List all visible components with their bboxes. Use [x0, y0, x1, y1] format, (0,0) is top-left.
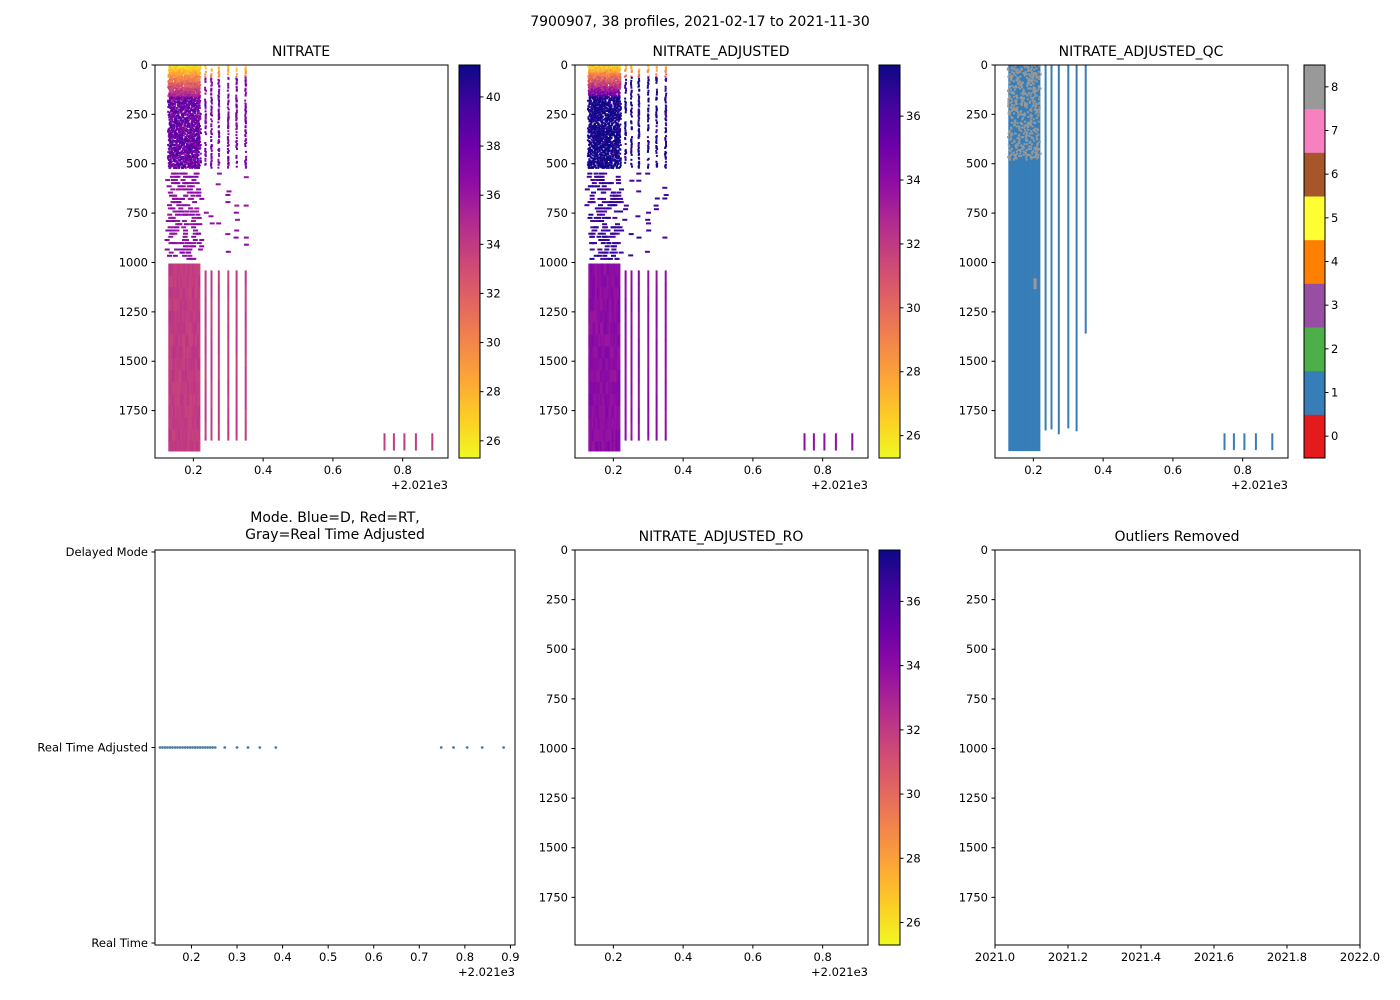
panel-nitrate_adjusted: 0.2 0.4 0.6 0.8+2.021e302505007501000125015… — [539, 58, 921, 492]
panel-title-mode: Mode. Blue=D, Red=RT, Gray=Real Time Adj… — [245, 510, 425, 543]
svg-text:0.4: 0.4 — [254, 463, 272, 477]
panel-data-nitrate — [164, 65, 434, 452]
svg-text:32: 32 — [486, 286, 501, 300]
panel-nitrate_adjusted_qc: 0.2 0.4 0.6 0.8+2.021e302505007501000125015… — [959, 58, 1339, 492]
panel-title-nitrate: NITRATE — [271, 44, 331, 60]
panel-title-nitrate-adjusted: NITRATE_ADJUSTED — [652, 44, 790, 60]
svg-text:1000: 1000 — [119, 255, 148, 269]
svg-text:0.6: 0.6 — [324, 463, 342, 477]
svg-text:1500: 1500 — [119, 354, 148, 368]
panel-data-nitrate_adjusted — [584, 65, 854, 452]
figure-title: 7900907, 38 profiles, 2021-02-17 to 2021… — [530, 14, 870, 30]
panel-outliers_removed: 2021.0 2021.2 2021.4 2021.6 2021.8 2022.00250… — [959, 543, 1380, 964]
svg-text:250: 250 — [126, 107, 148, 121]
svg-text:500: 500 — [126, 157, 148, 171]
panel-title-outliers-removed: Outliers Removed — [1114, 529, 1240, 545]
panel-nitrate_adjusted_ro: 0.2 0.4 0.6 0.8+2.021e302505007501000125015… — [539, 543, 921, 979]
svg-text:0: 0 — [141, 58, 148, 72]
svg-text:1250: 1250 — [119, 305, 148, 319]
panel-nitrate: 0.2 0.4 0.6 0.8+2.021e3 0 250 500 750 1000 1250 15… — [119, 58, 501, 492]
svg-text:1750: 1750 — [119, 404, 148, 418]
svg-text:750: 750 — [126, 206, 148, 220]
panel-title-nitrate-adjusted-qc: NITRATE_ADJUSTED_QC — [1058, 44, 1224, 60]
svg-text:40: 40 — [486, 90, 501, 104]
svg-text:+2.021e3: +2.021e3 — [391, 478, 448, 492]
panel-data-nitrate_adjusted_qc — [1006, 65, 1274, 452]
panel-title-nitrate-adjusted-ro: NITRATE_ADJUSTED_RO — [638, 529, 804, 545]
svg-text:30: 30 — [486, 336, 501, 350]
panel-data-mode — [158, 746, 505, 749]
svg-text:26: 26 — [486, 434, 501, 448]
svg-text:34: 34 — [486, 237, 501, 251]
svg-text:0.2: 0.2 — [184, 463, 202, 477]
panel-mode: 0.2 0.3 0.4 0.5 0.6 0.7 0.8 0.9+2.021e3Delayed … — [37, 545, 519, 979]
svg-text:36: 36 — [486, 188, 501, 202]
svg-text:0.8: 0.8 — [394, 463, 412, 477]
svg-text:28: 28 — [486, 385, 501, 399]
svg-text:38: 38 — [486, 139, 501, 153]
